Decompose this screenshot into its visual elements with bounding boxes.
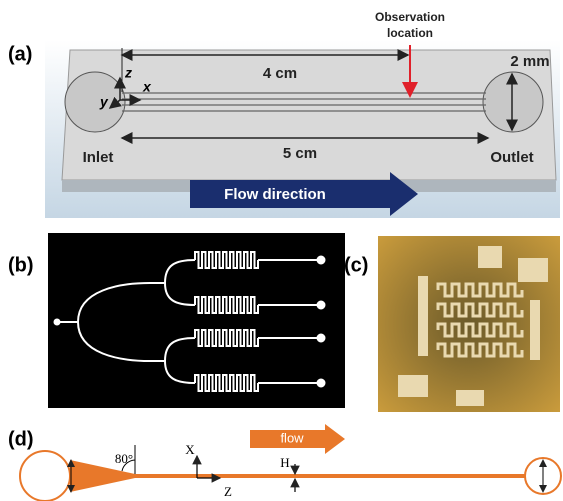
inlet-port: [65, 72, 125, 132]
port: [318, 380, 325, 387]
port: [318, 302, 325, 309]
dimension-label: 4 cm: [263, 65, 297, 82]
dimension-label: 5 cm: [283, 145, 317, 162]
panel-label: (d): [8, 428, 34, 450]
angle-label: 80°: [115, 451, 133, 466]
chip-channel: [438, 304, 522, 316]
flow-label: flow: [280, 430, 304, 445]
figure: (a) Observation location 4 cm 2 mm z y x…: [0, 0, 563, 501]
annotation: Observation: [375, 10, 445, 24]
chip-channel: [438, 344, 522, 356]
inlet-label: Inlet: [83, 149, 114, 166]
page: {"panels": { "a": {"label": "(a)", "obse…: [0, 0, 563, 501]
panel-label: (c): [344, 254, 368, 276]
inlet-d: [20, 451, 70, 501]
dimension-label: 2 mm: [510, 53, 549, 70]
flow-label: Flow direction: [224, 186, 326, 203]
axis-label: Z: [224, 484, 232, 499]
outlet-port: [483, 72, 543, 132]
axis-label: x: [142, 79, 152, 95]
port: [318, 335, 325, 342]
ports: [54, 319, 61, 326]
port: [318, 257, 325, 264]
panel-label: (a): [8, 43, 32, 65]
chip-channel: [438, 324, 522, 336]
axis-label: y: [99, 94, 109, 110]
panel-label: (b): [8, 254, 34, 276]
axis-label: X: [185, 442, 195, 457]
chip-channel: [438, 284, 522, 296]
annotation: location: [387, 26, 433, 40]
axis-label: z: [124, 65, 132, 81]
outlet-label: Outlet: [490, 149, 533, 166]
height-label: H: [280, 455, 289, 470]
